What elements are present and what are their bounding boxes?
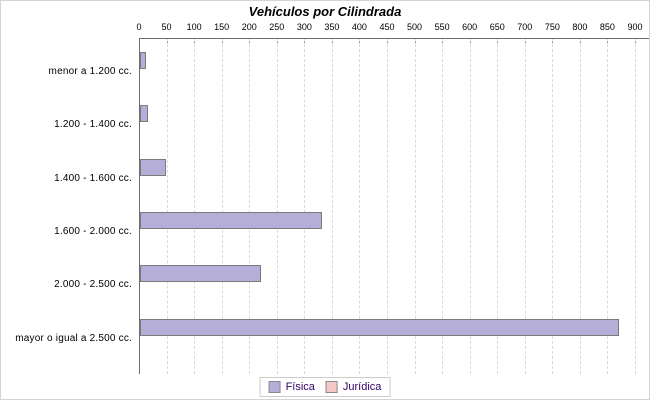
x-axis-tick-label: 150 (214, 22, 230, 32)
x-axis-tick-label: 0 (136, 22, 142, 32)
category-label: 1.400 - 1.600 cc. (54, 172, 132, 184)
gridline (221, 39, 223, 374)
bar-física (140, 105, 149, 123)
gridline (331, 39, 333, 374)
x-axis-tick-label: 100 (186, 22, 202, 32)
legend: Física Jurídica (259, 377, 391, 397)
x-axis-tick-label: 300 (296, 22, 312, 32)
x-axis-tick-label: 700 (517, 22, 533, 32)
legend-swatch-fisica (268, 381, 281, 393)
x-axis-tick-label: 500 (407, 22, 423, 32)
bar-física (140, 158, 167, 176)
x-axis-tick-label: 250 (269, 22, 285, 32)
bar-física (140, 318, 620, 336)
x-axis-tick-label: 850 (599, 22, 615, 32)
x-axis-tick-label: 800 (572, 22, 588, 32)
legend-label-fisica: Física (285, 381, 315, 393)
gridline (552, 39, 554, 374)
x-axis-tick-label: 50 (161, 22, 172, 32)
x-axis-tick-label: 650 (489, 22, 505, 32)
category-label: menor a 1.200 cc. (48, 66, 132, 77)
gridline (442, 39, 444, 374)
chart-title: Vehículos por Cilindrada (248, 4, 402, 19)
gridline (635, 39, 636, 374)
bar-física (140, 211, 322, 229)
x-axis-line (139, 38, 649, 39)
gridline (607, 39, 609, 374)
category-label: 1.200 - 1.400 cc. (54, 119, 132, 131)
x-axis-tick-label: 350 (324, 22, 340, 32)
x-axis-tick-label: 750 (544, 22, 560, 32)
gridline (497, 39, 499, 374)
x-axis-tick-label: 600 (462, 22, 478, 32)
gridline (194, 39, 196, 374)
gridline (249, 39, 251, 374)
bar-física (140, 52, 146, 69)
gridline (414, 39, 416, 374)
category-label: 1.600 - 2.000 cc. (54, 225, 132, 237)
y-axis-line (139, 38, 140, 374)
x-axis-tick-label: 450 (379, 22, 395, 32)
category-label: 2.000 - 2.500 cc. (54, 279, 132, 291)
gridline (276, 39, 278, 374)
x-axis-tick-label: 550 (434, 22, 450, 32)
gridline (304, 39, 306, 374)
x-axis-tick-label: 900 (627, 22, 643, 32)
gridline (359, 39, 361, 374)
gridline (166, 39, 168, 374)
x-axis-tick-label: 200 (241, 22, 257, 32)
legend-swatch-juridica (325, 381, 338, 393)
gridline (579, 39, 581, 374)
gridline (524, 39, 526, 374)
legend-label-juridica: Jurídica (342, 381, 382, 393)
x-axis-tick-label: 400 (351, 22, 367, 32)
bar-física (140, 265, 262, 283)
gridline (469, 39, 471, 374)
gridline (387, 39, 388, 374)
x-axis-tick (139, 39, 140, 43)
category-label: mayor o igual a 2.500 cc. (15, 332, 132, 344)
